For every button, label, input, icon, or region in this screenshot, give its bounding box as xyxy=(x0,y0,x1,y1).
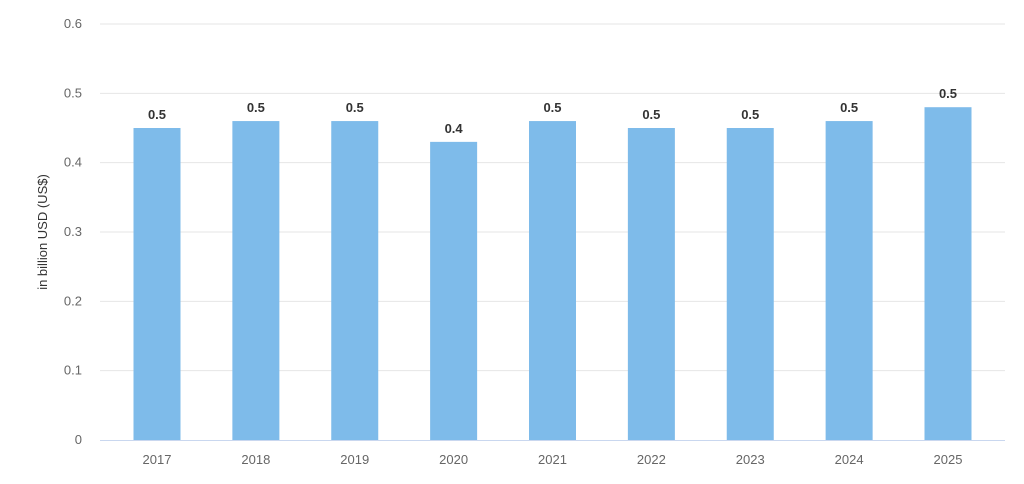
data-label-2023: 0.5 xyxy=(741,107,759,122)
data-labels: 0.5 0.5 0.5 0.4 0.5 0.5 0.5 0.5 0.5 xyxy=(148,86,957,136)
x-tick-label-2022: 2022 xyxy=(637,452,666,467)
x-tick-label-2024: 2024 xyxy=(835,452,864,467)
x-tick-label-2019: 2019 xyxy=(340,452,369,467)
x-axis-ticks: 2017 2018 2019 2020 2021 2022 2023 2024 2025 xyxy=(143,452,963,467)
y-tick-label: 0.5 xyxy=(64,85,82,100)
bar-2018 xyxy=(232,121,280,441)
bar-2020 xyxy=(430,141,478,440)
x-tick-label-2025: 2025 xyxy=(934,452,963,467)
bars xyxy=(133,107,972,441)
y-axis-ticks: 0 0.1 0.2 0.3 0.4 0.5 0.6 xyxy=(64,16,82,447)
y-axis-title: in billion USD (US$) xyxy=(35,174,50,290)
data-label-2021: 0.5 xyxy=(543,100,561,115)
bar-2017 xyxy=(133,128,181,440)
bar-2021 xyxy=(529,121,576,441)
bar-2024 xyxy=(825,121,873,441)
x-tick-label-2017: 2017 xyxy=(143,452,172,467)
x-tick-label-2023: 2023 xyxy=(736,452,765,467)
data-label-2017: 0.5 xyxy=(148,107,166,122)
y-tick-label: 0.1 xyxy=(64,363,82,378)
data-label-2024: 0.5 xyxy=(840,100,858,115)
y-tick-label: 0.3 xyxy=(64,224,82,239)
y-tick-label: 0 xyxy=(75,432,82,447)
data-label-2022: 0.5 xyxy=(642,107,660,122)
bar-2025 xyxy=(924,107,972,440)
x-tick-label-2021: 2021 xyxy=(538,452,567,467)
bar-2023 xyxy=(726,128,774,440)
bar-2019 xyxy=(331,121,379,441)
y-tick-label: 0.4 xyxy=(64,155,82,170)
data-label-2018: 0.5 xyxy=(247,100,265,115)
x-tick-label-2020: 2020 xyxy=(439,452,468,467)
bar-2022 xyxy=(627,128,675,440)
y-tick-label: 0.2 xyxy=(64,293,82,308)
y-tick-label: 0.6 xyxy=(64,16,82,31)
data-label-2025: 0.5 xyxy=(939,86,957,101)
data-label-2020: 0.4 xyxy=(445,121,464,136)
x-tick-label-2018: 2018 xyxy=(241,452,270,467)
data-label-2019: 0.5 xyxy=(346,100,364,115)
